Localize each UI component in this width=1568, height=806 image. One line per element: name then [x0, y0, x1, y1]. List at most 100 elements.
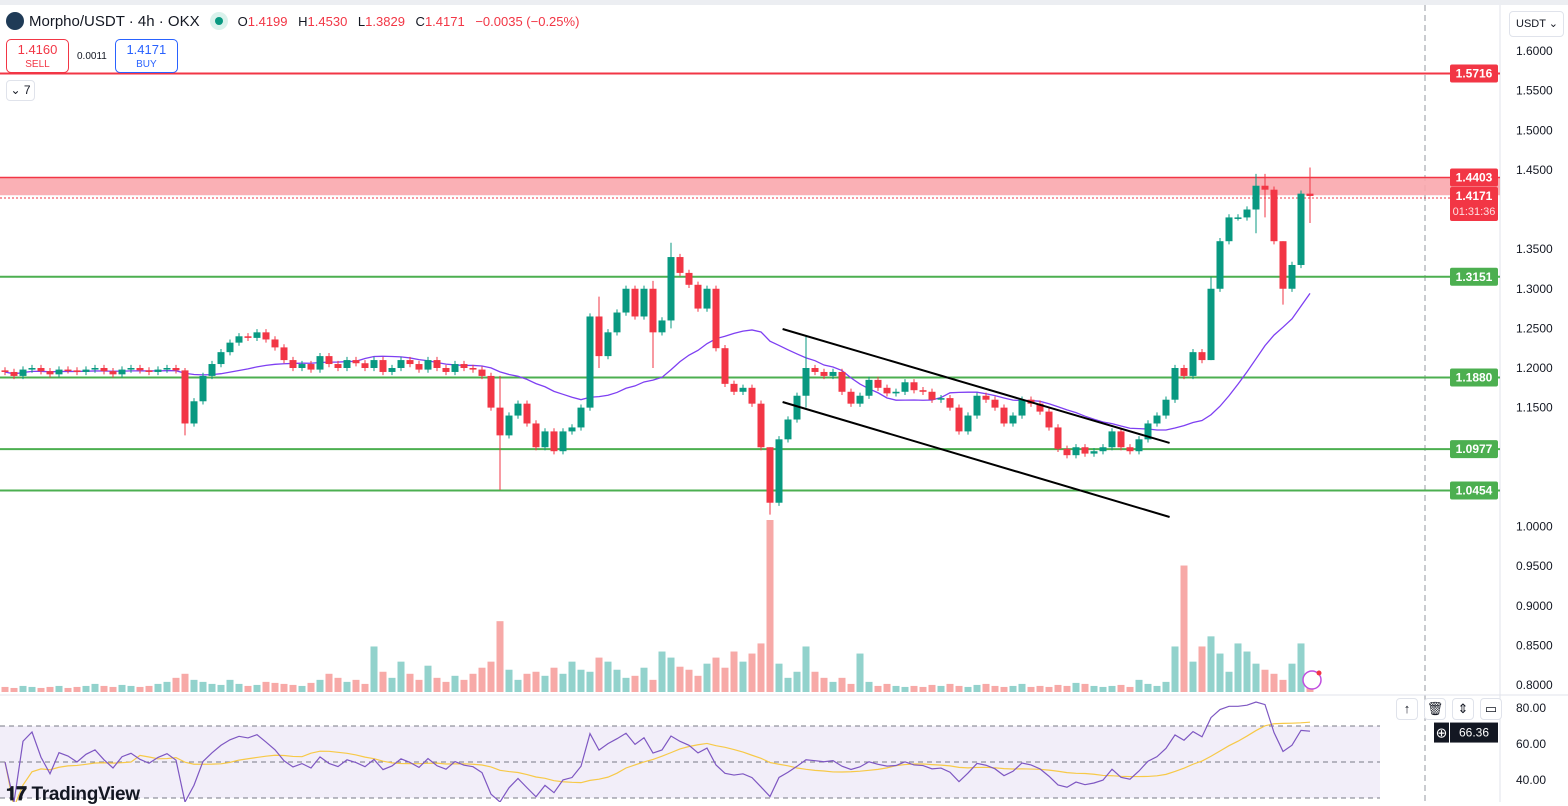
volume-bar [712, 657, 720, 692]
volume-bar [505, 669, 513, 692]
change-value: −0.0035 (−0.25%) [475, 13, 580, 29]
candle-body [613, 312, 621, 333]
candle-body [235, 336, 243, 343]
volume-bar [892, 685, 900, 692]
candle-body [1225, 217, 1233, 242]
candle-body [685, 272, 693, 285]
volume-bar [955, 685, 963, 692]
candle-body [1162, 399, 1170, 416]
candle-body [1180, 368, 1188, 376]
volume-bar [676, 666, 684, 692]
notification-dot-icon [1316, 670, 1322, 676]
sell-button[interactable]: 1.4160 SELL [6, 39, 69, 73]
volume-bar [820, 677, 828, 692]
candle-body [136, 368, 144, 371]
collapse-pane-button[interactable]: ⇕ [1452, 698, 1474, 720]
candle-body [379, 360, 387, 372]
volume-bar [973, 684, 981, 692]
support-price-label-bg [1450, 368, 1498, 387]
volume-bar [253, 684, 261, 692]
candle-body [307, 364, 315, 370]
candle-body [469, 368, 477, 370]
volume-bar [514, 679, 522, 692]
resistance-price-label-bg [1450, 64, 1498, 83]
volume-bar [343, 681, 351, 692]
candle-body [820, 371, 828, 376]
volume-bar [1252, 663, 1260, 692]
high-value: 1.4530 [307, 13, 348, 29]
volume-bar [541, 675, 549, 692]
tv-logo-icon: 𝟏𝟕 [6, 784, 32, 805]
buy-price: 1.4171 [126, 42, 167, 57]
candle-body [19, 369, 27, 376]
candle-body [100, 368, 108, 372]
volume-bar [460, 679, 468, 692]
candle-body [73, 370, 81, 372]
candle-body [1036, 403, 1044, 412]
volume-bar [235, 683, 243, 692]
volume-bar [703, 663, 711, 692]
candle-body [649, 288, 657, 333]
candle-body [361, 363, 369, 368]
volume-bar [595, 657, 603, 692]
rsi-tick-label: 80.00 [1516, 701, 1546, 715]
candle-body [1234, 217, 1242, 219]
move-pane-up-button[interactable]: ↑ [1396, 698, 1418, 720]
candle-body [1270, 189, 1278, 242]
volume-bar [550, 667, 558, 692]
volume-bar [721, 667, 729, 692]
volume-bar [181, 673, 189, 692]
candle-body [1072, 447, 1080, 456]
volume-bar [37, 687, 45, 692]
candle-body [1, 370, 9, 372]
delete-pane-button[interactable]: 🗑 [1424, 698, 1446, 720]
volume-bar [649, 679, 657, 692]
close-label: C [415, 13, 425, 29]
candle-body [352, 360, 360, 364]
candle-body [199, 375, 207, 402]
candle-body [154, 369, 162, 372]
volume-bar [1225, 671, 1233, 692]
open-value: 1.4199 [247, 13, 288, 29]
candle-body [991, 399, 999, 408]
y-tick-label: 0.9500 [1516, 559, 1553, 573]
volume-bar [1189, 661, 1197, 692]
symbol-title[interactable]: Morpho/USDT · 4h · OKX [29, 12, 200, 30]
candle-body [694, 284, 702, 309]
market-status-icon[interactable] [209, 12, 228, 30]
candle-body [46, 371, 54, 375]
candle-body [1045, 411, 1053, 428]
trendline [782, 328, 1170, 444]
indicators-toggle-button[interactable]: ⌄ 7 [6, 80, 35, 101]
tradingview-logo[interactable]: 𝟏𝟕 TradingView [6, 784, 140, 806]
volume-bar [811, 671, 819, 692]
candle-body [91, 368, 99, 370]
candle-body [586, 316, 594, 408]
volume-bar [64, 687, 72, 692]
y-tick-label: 1.0000 [1516, 520, 1553, 534]
currency-select[interactable]: USDT ⌄ [1509, 11, 1564, 37]
volume-bar [325, 673, 333, 692]
volume-bar [478, 667, 486, 692]
candle-body [1126, 447, 1134, 452]
candle-body [748, 387, 756, 404]
volume-bar [1243, 651, 1251, 692]
candle-body [334, 364, 342, 368]
volume-bar [433, 677, 441, 692]
candle-body [946, 398, 954, 408]
volume-bar [748, 653, 756, 692]
candle-body [955, 407, 963, 432]
candle-body [658, 320, 666, 333]
candle-body [1054, 427, 1062, 449]
volume-bar [352, 679, 360, 692]
volume-bar [640, 667, 648, 692]
volume-bar [1135, 679, 1143, 692]
volume-bar [802, 646, 810, 692]
indicator-count: 7 [23, 83, 31, 97]
y-tick-label: 1.5500 [1516, 84, 1553, 98]
volume-bar [775, 663, 783, 692]
buy-button[interactable]: 1.4171 BUY [114, 39, 178, 73]
volume-bar [793, 671, 801, 692]
maximize-pane-button[interactable]: ▭ [1480, 698, 1502, 720]
